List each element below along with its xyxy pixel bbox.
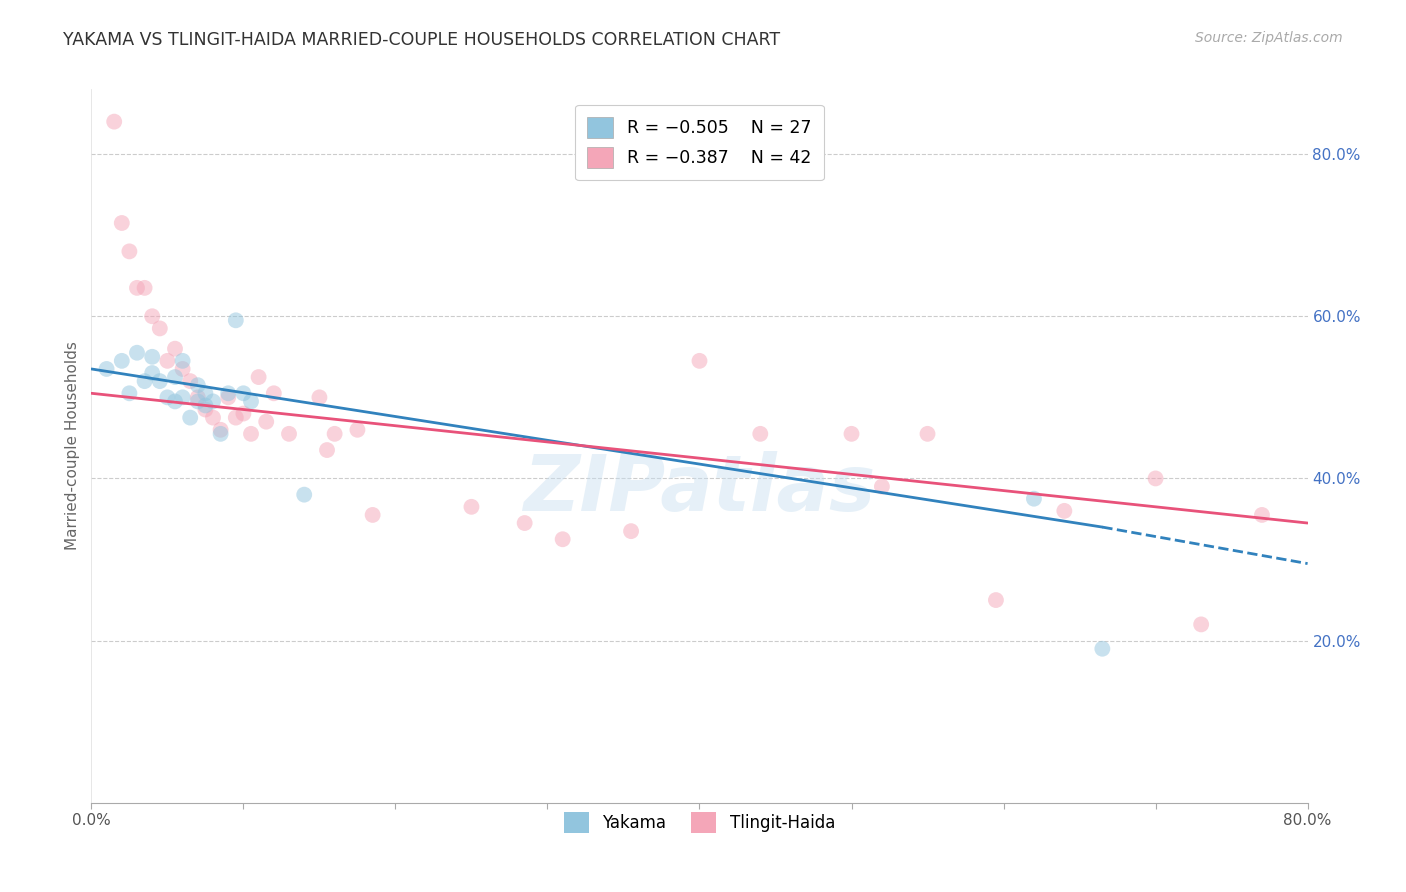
Point — [194, 386, 217, 401]
Point — [149, 374, 172, 388]
Point — [156, 354, 179, 368]
Y-axis label: Married-couple Households: Married-couple Households — [65, 342, 80, 550]
Point — [323, 426, 346, 441]
Point — [187, 378, 209, 392]
Point — [292, 488, 315, 502]
Point — [1251, 508, 1274, 522]
Point — [749, 426, 772, 441]
Point — [163, 342, 186, 356]
Point — [103, 114, 125, 128]
Point — [179, 410, 201, 425]
Point — [688, 354, 710, 368]
Point — [134, 374, 156, 388]
Point — [1022, 491, 1045, 506]
Point — [134, 281, 156, 295]
Point — [202, 394, 225, 409]
Point — [225, 313, 247, 327]
Point — [217, 390, 239, 404]
Point — [163, 394, 186, 409]
Point — [111, 216, 134, 230]
Point — [254, 415, 277, 429]
Point — [240, 426, 263, 441]
Point — [187, 390, 209, 404]
Point — [263, 386, 285, 401]
Point — [179, 374, 201, 388]
Point — [1053, 504, 1076, 518]
Legend: Yakama, Tlingit-Haida: Yakama, Tlingit-Haida — [555, 804, 844, 841]
Point — [156, 390, 179, 404]
Point — [163, 370, 186, 384]
Point — [232, 386, 254, 401]
Point — [209, 423, 232, 437]
Point — [308, 390, 330, 404]
Point — [917, 426, 939, 441]
Point — [361, 508, 384, 522]
Point — [460, 500, 482, 514]
Point — [870, 479, 893, 493]
Point — [1189, 617, 1212, 632]
Point — [96, 362, 118, 376]
Point — [149, 321, 172, 335]
Point — [125, 281, 148, 295]
Point — [232, 407, 254, 421]
Text: YAKAMA VS TLINGIT-HAIDA MARRIED-COUPLE HOUSEHOLDS CORRELATION CHART: YAKAMA VS TLINGIT-HAIDA MARRIED-COUPLE H… — [63, 31, 780, 49]
Text: ZIPatlas: ZIPatlas — [523, 450, 876, 527]
Point — [194, 402, 217, 417]
Point — [247, 370, 270, 384]
Point — [984, 593, 1007, 607]
Point — [513, 516, 536, 530]
Point — [225, 410, 247, 425]
Point — [118, 386, 141, 401]
Point — [551, 533, 574, 547]
Point — [172, 354, 194, 368]
Point — [1091, 641, 1114, 656]
Point — [217, 386, 239, 401]
Point — [172, 390, 194, 404]
Point — [240, 394, 263, 409]
Point — [141, 350, 163, 364]
Point — [841, 426, 863, 441]
Point — [125, 345, 148, 359]
Point — [111, 354, 134, 368]
Text: Source: ZipAtlas.com: Source: ZipAtlas.com — [1195, 31, 1343, 45]
Point — [187, 394, 209, 409]
Point — [209, 426, 232, 441]
Point — [620, 524, 643, 538]
Point — [141, 366, 163, 380]
Point — [118, 244, 141, 259]
Point — [202, 410, 225, 425]
Point — [278, 426, 301, 441]
Point — [346, 423, 368, 437]
Point — [141, 310, 163, 324]
Point — [194, 399, 217, 413]
Point — [1144, 471, 1167, 485]
Point — [316, 443, 339, 458]
Point — [172, 362, 194, 376]
